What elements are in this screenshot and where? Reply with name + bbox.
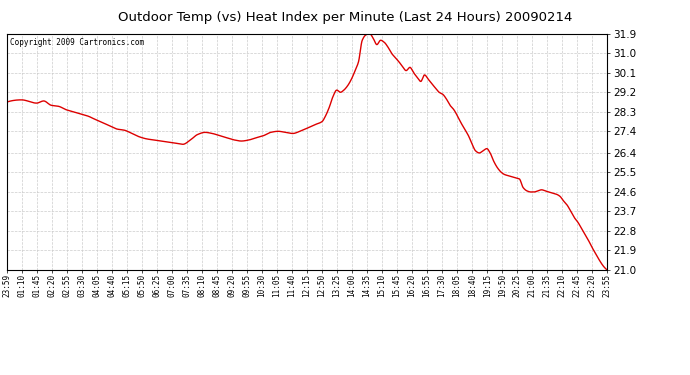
Text: Outdoor Temp (vs) Heat Index per Minute (Last 24 Hours) 20090214: Outdoor Temp (vs) Heat Index per Minute … xyxy=(118,11,572,24)
Text: Copyright 2009 Cartronics.com: Copyright 2009 Cartronics.com xyxy=(10,39,144,48)
